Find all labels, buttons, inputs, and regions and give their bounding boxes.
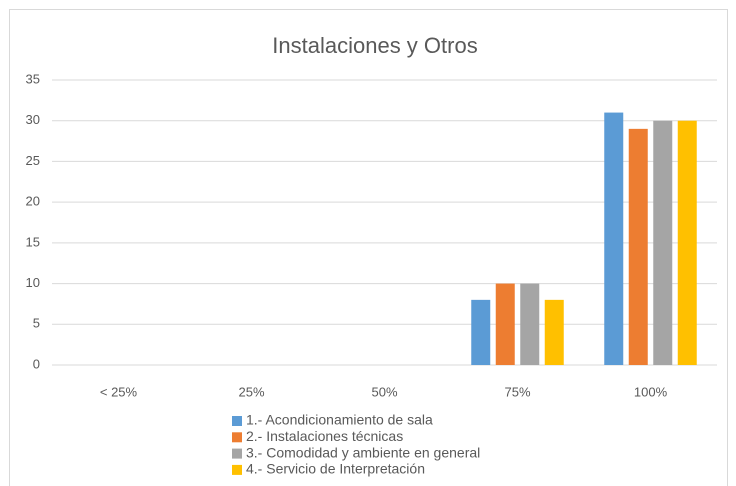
- bar: [495, 283, 515, 365]
- y-tick-label: 35: [26, 71, 40, 86]
- x-tick-label: 75%: [504, 384, 530, 399]
- legend-swatch: [232, 432, 242, 443]
- bar: [653, 120, 673, 365]
- x-tick-label: 50%: [371, 384, 397, 399]
- legend-swatch: [232, 448, 242, 459]
- legend-label: 3.- Comodidad y ambiente en general: [246, 444, 480, 460]
- y-tick-label: 5: [33, 316, 40, 331]
- bar: [628, 128, 648, 365]
- y-tick-label: 0: [33, 356, 40, 371]
- x-tick-label: < 25%: [100, 384, 138, 399]
- chart-border: [9, 9, 728, 486]
- y-tick-label: 20: [26, 194, 40, 209]
- legend-label: 2.- Instalaciones técnicas: [246, 428, 403, 444]
- x-tick-label: 100%: [634, 384, 668, 399]
- y-tick-label: 15: [26, 234, 40, 249]
- bar: [520, 283, 540, 365]
- legend-swatch: [232, 464, 242, 475]
- chart-title: Instalaciones y Otros: [272, 33, 477, 58]
- y-tick-label: 10: [26, 275, 40, 290]
- bar: [604, 112, 624, 365]
- legend-label: 1.- Acondicionamiento de sala: [246, 412, 433, 428]
- y-tick-label: 30: [26, 112, 40, 127]
- legend-label: 4.- Servicio de Interpretación: [246, 461, 425, 477]
- bar: [471, 299, 491, 365]
- bar: [544, 299, 564, 365]
- x-tick-label: 25%: [238, 384, 264, 399]
- legend-swatch: [232, 416, 242, 426]
- bar: [677, 120, 697, 365]
- y-tick-label: 25: [26, 153, 40, 168]
